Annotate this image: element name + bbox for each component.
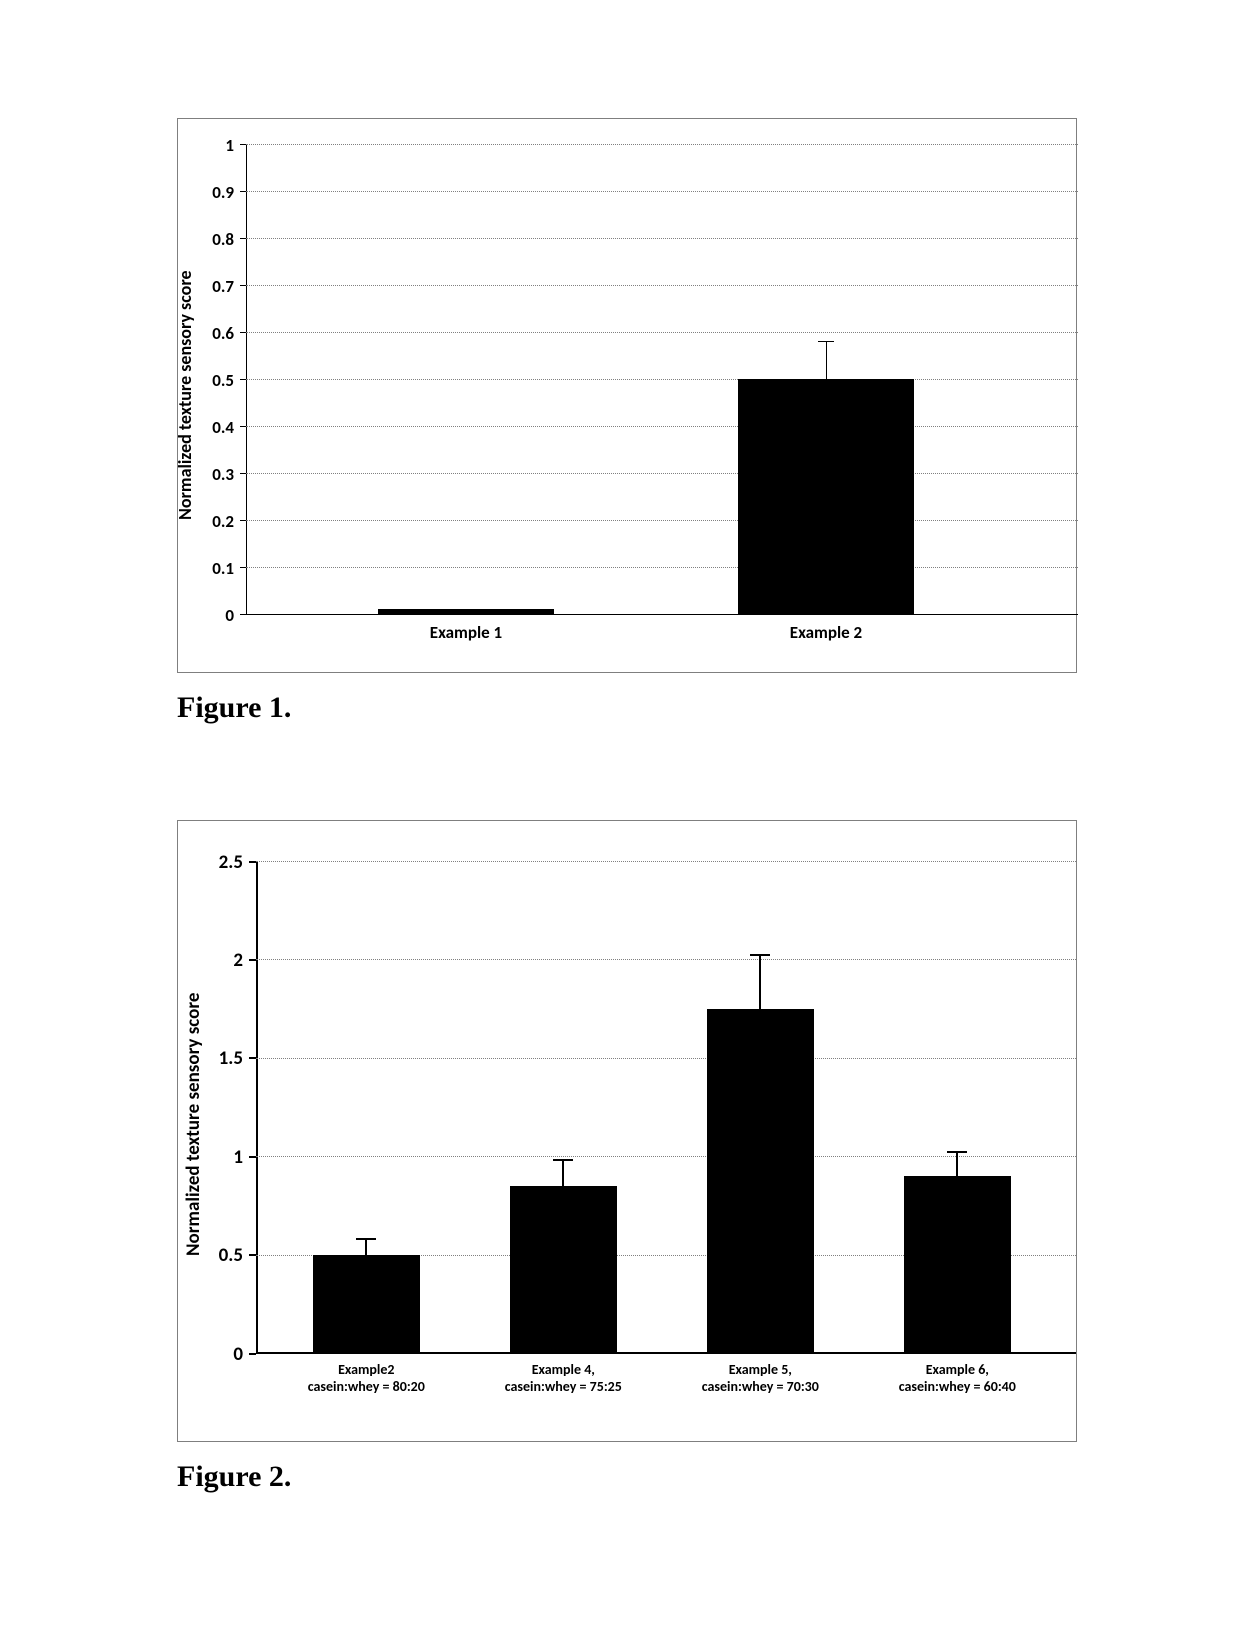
x-tick-label-line1: Example 2 xyxy=(685,622,967,643)
figure1-frame: 0 0.1 0.2 0.3 0.4 0.5 0.6 0.7 0.8 0.9 1 Normalized … xyxy=(177,118,1077,673)
y-tick-mark xyxy=(240,144,246,145)
grid-line xyxy=(246,520,1078,521)
grid-line xyxy=(246,238,1078,239)
y-tick-mark xyxy=(249,1057,256,1059)
y-tick-label: 1 xyxy=(194,135,234,156)
grid-line xyxy=(256,959,1076,960)
figure2-plot-area: 00.511.522.5Normalized texture sensory s… xyxy=(256,861,1044,1353)
grid-line xyxy=(246,332,1078,333)
error-bar-cap xyxy=(750,954,770,956)
y-tick-label: 0.7 xyxy=(194,276,234,297)
error-bar-cap xyxy=(818,341,834,342)
x-tick-label-line1: Example 6, xyxy=(872,1361,1042,1378)
x-tick-label-line2: casein:whey = 75:25 xyxy=(478,1378,648,1395)
y-tick-label: 0.4 xyxy=(194,417,234,438)
bar xyxy=(738,379,914,614)
y-tick-label: 2.5 xyxy=(203,851,243,874)
bar xyxy=(313,1255,419,1353)
grid-line xyxy=(246,426,1078,427)
x-tick-label-line1: Example2 xyxy=(281,1361,451,1378)
y-tick-label: 0.5 xyxy=(194,370,234,391)
bar xyxy=(904,1176,1010,1353)
y-tick-label: 1.5 xyxy=(203,1047,243,1070)
y-tick-mark xyxy=(249,861,256,863)
grid-line xyxy=(256,1156,1076,1157)
x-tick-label-line2: casein:whey = 80:20 xyxy=(281,1378,451,1395)
grid-line xyxy=(256,861,1076,862)
error-bar-stem xyxy=(562,1160,564,1186)
y-axis-label: Normalized texture sensory score xyxy=(174,271,196,521)
grid-line xyxy=(246,379,1078,380)
x-baseline xyxy=(246,614,1078,615)
y-tick-label: 0 xyxy=(203,1343,243,1366)
y-tick-mark xyxy=(240,567,246,568)
grid-line xyxy=(256,1058,1076,1059)
x-tick-label-line1: Example 5, xyxy=(675,1361,845,1378)
y-tick-mark xyxy=(240,285,246,286)
y-axis-label: Normalized texture sensory score xyxy=(182,992,205,1255)
y-tick-mark xyxy=(240,520,246,521)
bar xyxy=(378,609,554,614)
figure1-plot-area: 00.10.20.30.40.50.60.70.80.91Normalized … xyxy=(246,144,1046,614)
x-tick-label: Example 6,casein:whey = 60:40 xyxy=(872,1361,1042,1395)
error-bar-stem xyxy=(365,1239,367,1255)
y-tick-mark xyxy=(249,1156,256,1158)
y-tick-mark xyxy=(240,191,246,192)
error-bar-cap xyxy=(356,1238,376,1240)
y-tick-label: 0.8 xyxy=(194,229,234,250)
figure1-caption: Figure 1. xyxy=(177,691,291,725)
error-bar-cap xyxy=(947,1151,967,1153)
grid-line xyxy=(246,191,1078,192)
x-tick-label: Example 1 xyxy=(325,622,607,643)
y-tick-label: 1 xyxy=(203,1146,243,1169)
x-tick-label-line1: Example 4, xyxy=(478,1361,648,1378)
y-tick-label: 0 xyxy=(194,605,234,626)
y-tick-label: 0.3 xyxy=(194,464,234,485)
y-tick-label: 0.9 xyxy=(194,182,234,203)
y-tick-mark xyxy=(240,426,246,427)
y-tick-label: 0.2 xyxy=(194,511,234,532)
y-tick-mark xyxy=(240,473,246,474)
error-bar-stem xyxy=(759,955,761,1008)
y-tick-mark xyxy=(249,959,256,961)
y-tick-mark xyxy=(240,332,246,333)
figure2-frame: 0 0.5 1 1.5 2 2.5 Normalized texture sensory s… xyxy=(177,820,1077,1442)
y-tick-label: 0.6 xyxy=(194,323,234,344)
y-tick-mark xyxy=(240,614,246,615)
error-bar-stem xyxy=(956,1152,958,1176)
grid-line xyxy=(246,473,1078,474)
grid-line xyxy=(246,567,1078,568)
y-axis-line xyxy=(256,861,258,1353)
grid-line xyxy=(246,285,1078,286)
x-tick-label-line2: casein:whey = 60:40 xyxy=(872,1378,1042,1395)
bar xyxy=(510,1186,616,1353)
error-bar-cap xyxy=(553,1159,573,1161)
page: 00.10.20.30.40.50.60.70.80.91Normalized … xyxy=(0,0,1240,1634)
x-tick-label: Example 5,casein:whey = 70:30 xyxy=(675,1361,845,1395)
x-tick-label-line1: Example 1 xyxy=(325,622,607,643)
x-tick-label-line2: casein:whey = 70:30 xyxy=(675,1378,845,1395)
y-tick-mark xyxy=(249,1254,256,1256)
x-tick-label: Example 4,casein:whey = 75:25 xyxy=(478,1361,648,1395)
x-tick-label: Example 2 xyxy=(685,622,967,643)
figure2-caption: Figure 2. xyxy=(177,1460,291,1494)
error-bar-stem xyxy=(826,341,827,379)
y-tick-mark xyxy=(249,1353,256,1355)
x-tick-label: Example2casein:whey = 80:20 xyxy=(281,1361,451,1395)
y-tick-label: 0.5 xyxy=(203,1244,243,1267)
bar xyxy=(707,1009,813,1353)
y-tick-mark xyxy=(240,238,246,239)
y-tick-label: 2 xyxy=(203,949,243,972)
y-tick-label: 0.1 xyxy=(194,558,234,579)
grid-line xyxy=(246,144,1078,145)
y-tick-mark xyxy=(240,379,246,380)
